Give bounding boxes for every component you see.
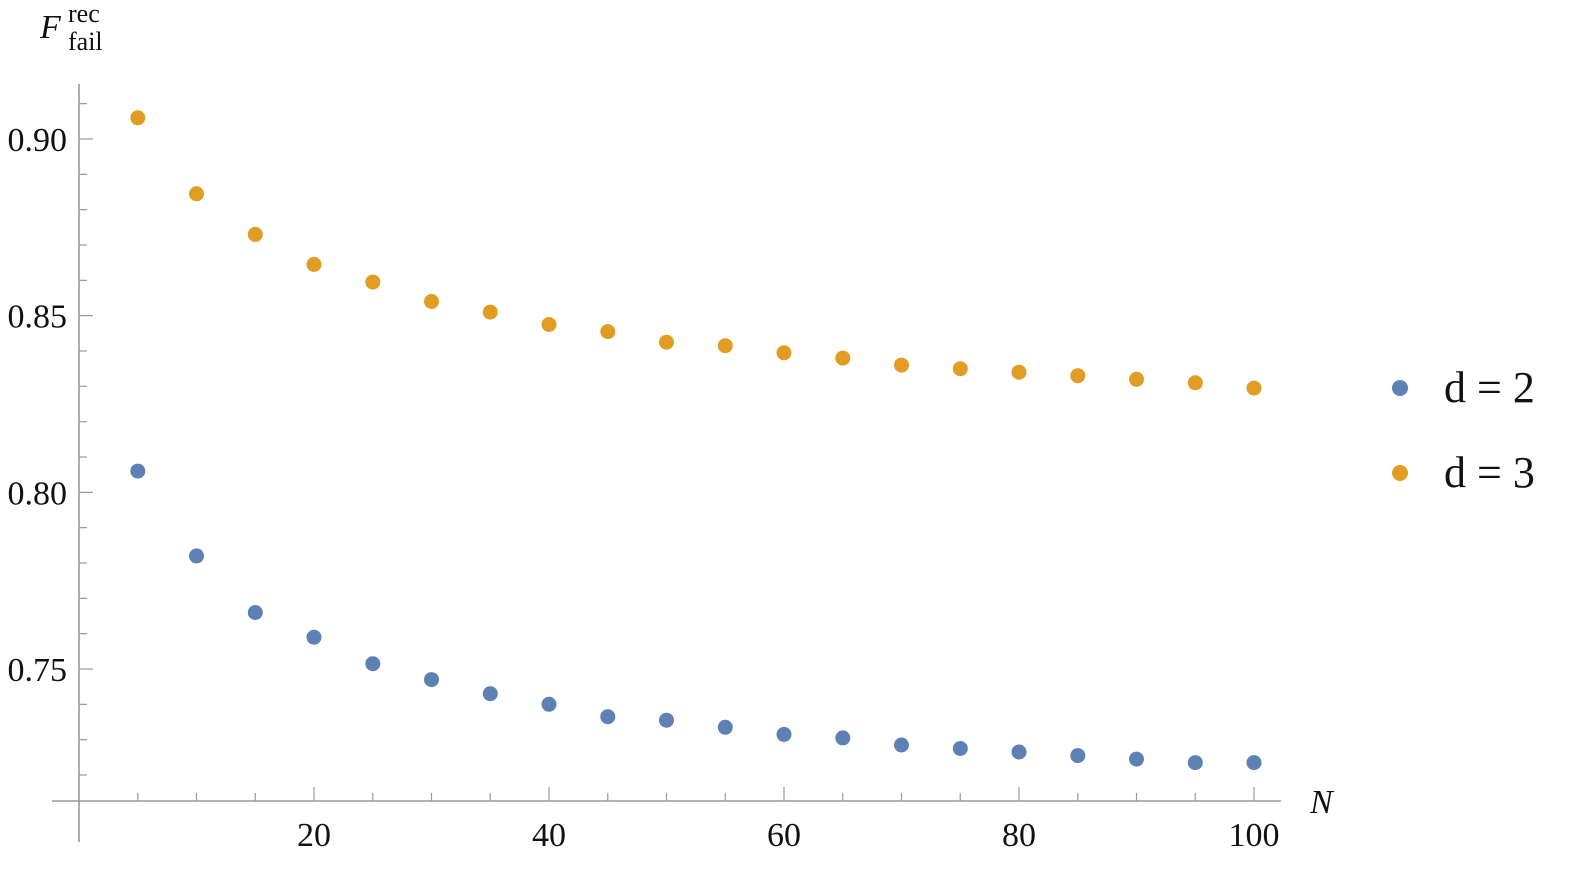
- data-point: [1070, 368, 1086, 384]
- data-point: [130, 463, 146, 479]
- data-point: [1070, 748, 1086, 764]
- x-tick-label: 60: [767, 817, 801, 854]
- data-point: [659, 334, 674, 350]
- x-tick-label: 20: [297, 817, 331, 854]
- data-point: [247, 605, 263, 620]
- legend: d = 2 d = 3: [1392, 363, 1535, 497]
- data-point: [600, 709, 616, 725]
- legend-marker: [1392, 380, 1408, 396]
- data-point: [424, 672, 439, 688]
- y-tick-label: 0.75: [8, 652, 68, 689]
- data-point: [1187, 375, 1203, 391]
- data-point: [189, 186, 204, 202]
- data-point: [717, 719, 733, 735]
- data-point: [1011, 364, 1027, 380]
- data-point: [600, 324, 616, 340]
- data-point: [952, 741, 968, 756]
- data-point: [365, 656, 381, 672]
- data-point: [717, 338, 733, 354]
- series-2: [130, 110, 1262, 396]
- y-axis-label-subscript: fail: [68, 27, 103, 56]
- data-point: [424, 294, 439, 309]
- y-tick-label: 0.90: [8, 122, 68, 159]
- y-tick-label: 0.85: [8, 299, 68, 336]
- data-point: [1187, 755, 1203, 771]
- data-point: [1011, 744, 1027, 760]
- data-point: [247, 226, 263, 242]
- data-points: [130, 110, 1262, 771]
- legend-item: d = 2: [1392, 363, 1535, 412]
- x-axis-label: N: [1309, 784, 1335, 821]
- data-point: [835, 350, 851, 366]
- data-point: [482, 304, 498, 320]
- data-point: [306, 256, 322, 272]
- data-point: [189, 548, 204, 564]
- ticks: [79, 103, 1255, 801]
- data-point: [894, 737, 909, 753]
- x-tick-label: 80: [1002, 817, 1036, 854]
- data-point: [541, 317, 557, 332]
- y-tick-label: 0.80: [8, 475, 68, 512]
- tick-labels: 20 40 60 80 100 0.75 0.80 0.85 0.90: [8, 122, 1280, 854]
- legend-label: d = 3: [1444, 448, 1535, 497]
- data-point: [482, 686, 498, 702]
- x-tick-label: 100: [1229, 817, 1280, 854]
- y-axis-label-superscript: rec: [68, 0, 100, 28]
- legend-marker: [1392, 465, 1408, 481]
- y-axis-label-base: F: [39, 9, 62, 46]
- data-point: [1246, 380, 1262, 396]
- axes: [52, 84, 1281, 842]
- data-point: [541, 696, 557, 712]
- legend-item: d = 3: [1392, 448, 1535, 497]
- legend-label: d = 2: [1444, 363, 1535, 412]
- data-point: [659, 712, 674, 728]
- x-tick-label: 40: [532, 817, 566, 854]
- y-axis-label: F rec fail: [39, 0, 103, 56]
- data-point: [894, 357, 909, 373]
- data-point: [306, 629, 322, 645]
- data-point: [1129, 751, 1144, 767]
- data-point: [776, 345, 792, 361]
- series-1: [130, 463, 1262, 771]
- data-point: [952, 361, 968, 377]
- data-point: [365, 274, 381, 290]
- data-point: [835, 730, 851, 746]
- data-point: [130, 110, 146, 126]
- data-point: [1246, 755, 1262, 771]
- data-point: [776, 726, 792, 742]
- data-point: [1129, 371, 1144, 387]
